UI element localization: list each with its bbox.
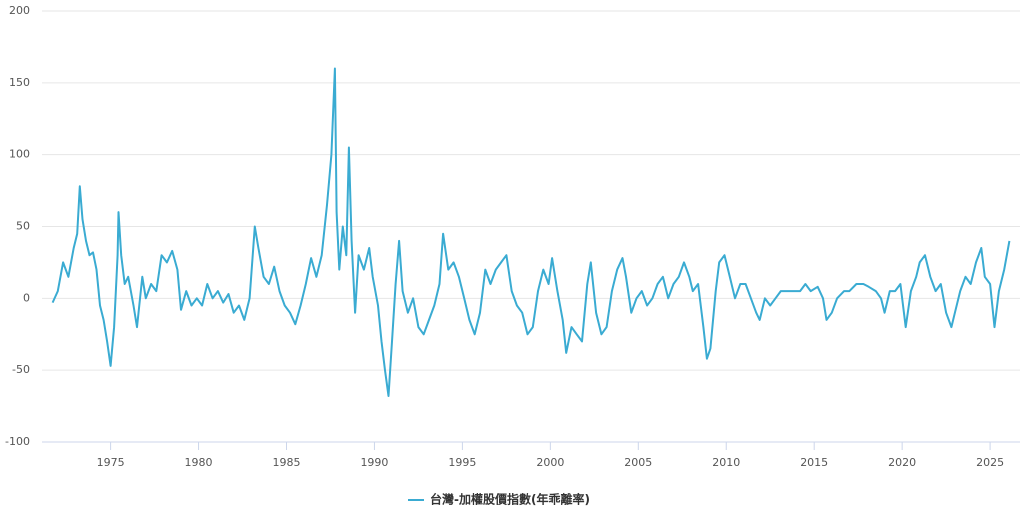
x-tick-label: 1975 <box>97 456 125 469</box>
x-tick-label: 2010 <box>712 456 740 469</box>
y-tick-label: 50 <box>16 220 30 233</box>
y-tick-label: -50 <box>12 363 30 376</box>
legend-label: 台灣-加權股價指數(年乖離率) <box>430 492 590 507</box>
x-tick-label: 1990 <box>360 456 388 469</box>
x-tick-label: 2020 <box>888 456 916 469</box>
x-tick-label: 2000 <box>536 456 564 469</box>
x-tick-label: 2025 <box>976 456 1004 469</box>
y-tick-label: 0 <box>23 291 30 304</box>
y-tick-label: -100 <box>5 435 30 448</box>
x-tick-label: 2015 <box>800 456 828 469</box>
y-tick-label: 100 <box>9 148 30 161</box>
y-tick-label: 150 <box>9 76 30 89</box>
x-tick-label: 2005 <box>624 456 652 469</box>
data-line <box>51 67 1011 397</box>
y-tick-label: 200 <box>9 4 30 17</box>
x-tick-label: 1985 <box>273 456 301 469</box>
x-tick-label: 1980 <box>185 456 213 469</box>
x-tick-label: 1995 <box>448 456 476 469</box>
